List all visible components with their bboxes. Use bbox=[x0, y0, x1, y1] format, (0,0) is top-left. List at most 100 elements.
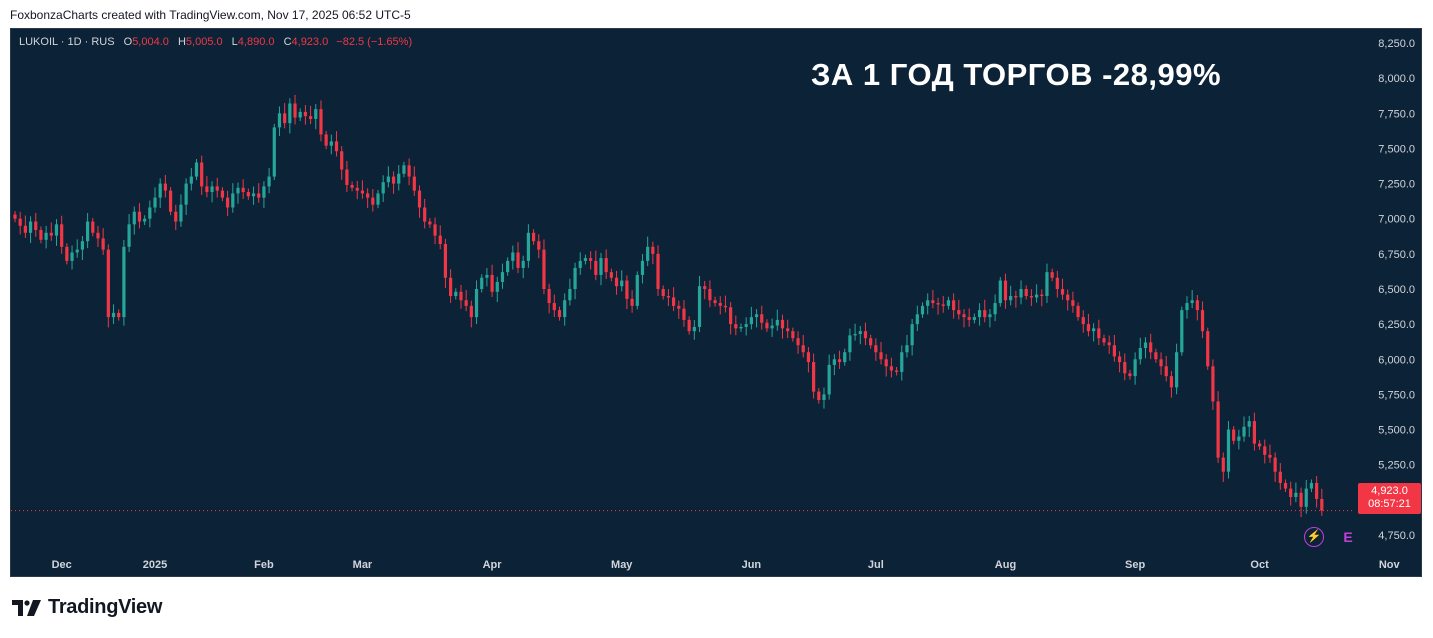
candle-body bbox=[163, 183, 167, 191]
candle-body bbox=[884, 359, 888, 367]
candle-body bbox=[557, 310, 562, 318]
candle-body bbox=[817, 391, 821, 401]
chart-area[interactable]: 8,250.0 8,000.0 7,750.0 7,500.0 7,250.0 7,000… bbox=[10, 28, 1422, 577]
candle-body bbox=[894, 370, 899, 372]
x-tick-label: Dec bbox=[52, 559, 72, 571]
candle-body bbox=[516, 252, 520, 268]
y-tick-label: 6,250.0 bbox=[1378, 319, 1415, 331]
last-price-tag: 4,923.0 08:57:21 bbox=[1358, 483, 1421, 514]
legend-high-value: 5,005.0 bbox=[185, 36, 223, 48]
candle-body bbox=[158, 183, 162, 198]
candle-body bbox=[1024, 289, 1028, 297]
x-tick-label: Mar bbox=[353, 559, 373, 571]
candle-body bbox=[812, 362, 816, 392]
legend-open-label: O bbox=[123, 36, 133, 48]
candle-body bbox=[34, 221, 38, 230]
candle-body bbox=[983, 310, 987, 318]
candle-body bbox=[708, 289, 712, 301]
candle-body bbox=[277, 113, 282, 128]
x-tick-label: Jun bbox=[742, 559, 762, 571]
candle-body bbox=[729, 307, 733, 325]
candle-body bbox=[495, 281, 499, 292]
candle-body bbox=[832, 359, 836, 365]
candle-body bbox=[200, 162, 204, 187]
candle-body bbox=[1164, 366, 1168, 377]
candle-body bbox=[1232, 429, 1236, 441]
candle-body bbox=[433, 224, 437, 236]
candle-body bbox=[542, 249, 546, 289]
earnings-icon[interactable]: E bbox=[1343, 529, 1353, 545]
candle-body bbox=[210, 186, 214, 193]
candle-body bbox=[920, 305, 925, 315]
candle-body bbox=[869, 338, 873, 346]
candle-body bbox=[1050, 272, 1054, 278]
candle-body bbox=[143, 218, 147, 222]
candle-body bbox=[1029, 296, 1034, 298]
candlestick-chart[interactable]: 8,250.0 8,000.0 7,750.0 7,500.0 7,250.0 7,000… bbox=[11, 29, 1422, 577]
candle-body bbox=[215, 186, 219, 191]
candle-body bbox=[319, 109, 323, 135]
y-tick-label: 7,000.0 bbox=[1378, 214, 1415, 226]
candle-body bbox=[111, 312, 116, 318]
candle-body bbox=[775, 319, 779, 326]
candle-body bbox=[703, 286, 707, 289]
candle-body bbox=[713, 300, 717, 304]
candle-body bbox=[1019, 289, 1023, 298]
candle-body bbox=[137, 211, 142, 222]
candle-body bbox=[1315, 482, 1319, 499]
candle-body bbox=[402, 165, 406, 174]
candle-body bbox=[1257, 443, 1262, 447]
candle-body bbox=[324, 134, 328, 146]
candle-body bbox=[677, 305, 681, 309]
candle-body bbox=[687, 319, 691, 332]
candle-body bbox=[314, 109, 318, 119]
candle-body bbox=[625, 280, 629, 299]
candle-body bbox=[552, 303, 556, 311]
headline-annotation: ЗА 1 ГОД ТОРГОВ -28,99% bbox=[811, 57, 1222, 92]
tradingview-brand: TradingView bbox=[48, 596, 163, 618]
y-tick-label: 7,250.0 bbox=[1378, 179, 1415, 191]
candle-body bbox=[298, 111, 302, 118]
candle-body bbox=[189, 176, 193, 184]
candle-body bbox=[682, 308, 686, 320]
candle-body bbox=[464, 300, 468, 306]
candle-body bbox=[459, 291, 463, 301]
candle-body bbox=[1097, 328, 1101, 339]
candle-body bbox=[874, 345, 878, 353]
bolt-icon[interactable]: ⚡ bbox=[1304, 527, 1324, 547]
ohlc-legend: LUKOIL · 1D · RUS O5,004.0 H5,005.0 L4,8… bbox=[19, 36, 412, 48]
candle-body bbox=[972, 317, 976, 320]
candle-body bbox=[1299, 492, 1303, 507]
candle-body bbox=[18, 218, 22, 226]
candle-body bbox=[957, 310, 961, 315]
last-price-value: 4,923.0 bbox=[1371, 485, 1408, 497]
candle-body bbox=[1009, 296, 1013, 301]
candle-body bbox=[397, 173, 401, 184]
candle-body bbox=[583, 258, 588, 261]
candle-body bbox=[599, 258, 603, 275]
candle-body bbox=[760, 314, 764, 323]
candle-body bbox=[443, 244, 448, 278]
candle-body bbox=[900, 352, 904, 372]
x-tick-label: Sep bbox=[1125, 559, 1145, 571]
candle-body bbox=[749, 317, 753, 325]
candle-body bbox=[1154, 352, 1158, 360]
candle-body bbox=[423, 207, 427, 222]
candle-body bbox=[1123, 362, 1127, 374]
candle-body bbox=[1149, 342, 1153, 353]
candle-body bbox=[428, 221, 432, 225]
legend-low-value: 4,890.0 bbox=[237, 36, 275, 48]
candle-body bbox=[1159, 359, 1163, 367]
candle-body bbox=[521, 260, 525, 268]
candle-body bbox=[1014, 296, 1018, 298]
x-tick-label: 2025 bbox=[143, 559, 167, 571]
candle-body bbox=[391, 176, 396, 184]
x-tick-label: Oct bbox=[1250, 559, 1269, 571]
y-tick-label: 5,750.0 bbox=[1378, 389, 1415, 401]
candle-body bbox=[646, 246, 650, 261]
candle-body bbox=[568, 289, 572, 301]
candle-body bbox=[563, 300, 567, 318]
candle-body bbox=[117, 312, 121, 318]
candle-body bbox=[1060, 289, 1065, 295]
legend-low-label: L bbox=[231, 36, 238, 48]
